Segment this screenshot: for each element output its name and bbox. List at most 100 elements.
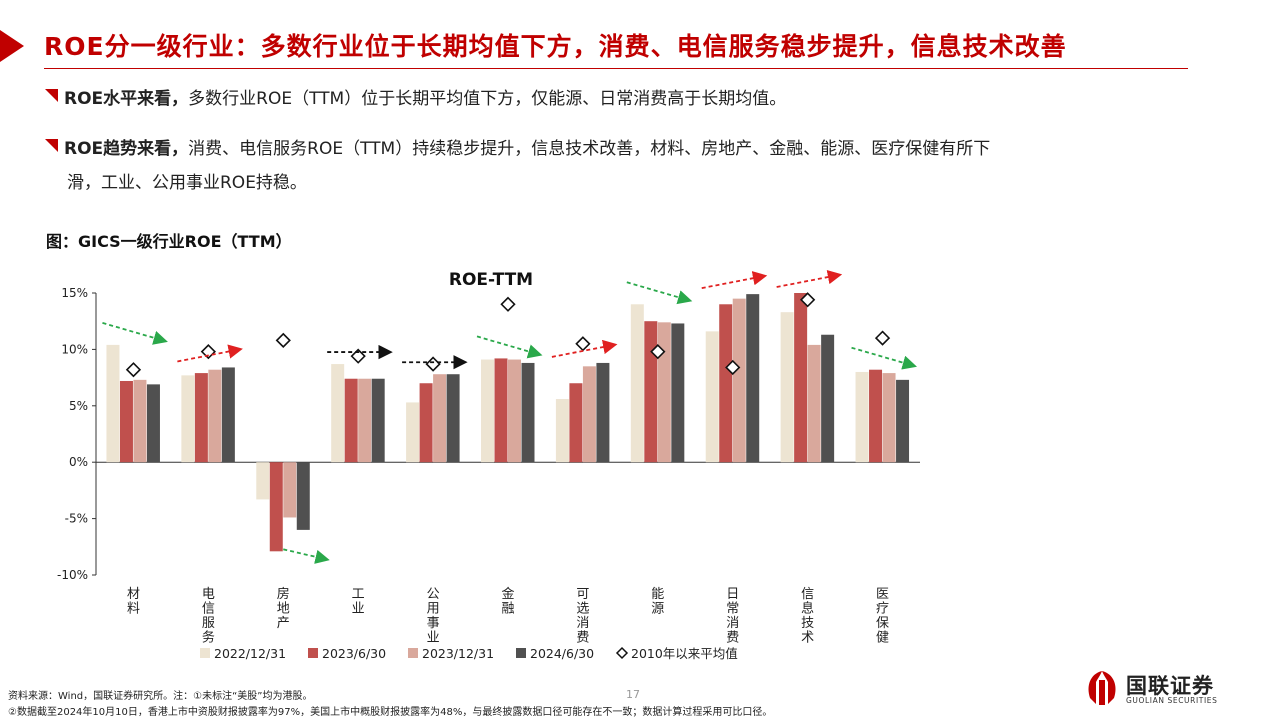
bullet-text: 多数行业ROE（TTM）位于长期平均值下方，仅能源、日常消费高于长期均值。 [188, 89, 787, 109]
x-tick-label: 事 [427, 616, 440, 631]
x-tick-label: 保 [876, 616, 889, 631]
x-tick-label: 信 [202, 602, 215, 617]
x-tick-label: 选 [576, 602, 589, 617]
avg-marker [725, 359, 741, 376]
bar-2022/12/31 [855, 371, 869, 463]
bar-2023/12/31 [882, 373, 896, 463]
bar-2023/12/31 [433, 374, 447, 463]
legend-label: 2023/6/30 [322, 646, 386, 661]
bar-2023/12/31 [283, 462, 297, 518]
title-marker [0, 30, 24, 62]
trend-arrow-up [776, 269, 843, 288]
bar-2022/12/31 [106, 344, 120, 463]
x-tick-label: 技 [801, 616, 814, 631]
avg-marker [425, 356, 441, 372]
bar-2022/12/31 [555, 399, 569, 463]
chart-title: ROE-TTM [449, 270, 533, 290]
trend-arrow-down [102, 322, 168, 345]
x-tick-label: 可 [576, 587, 589, 602]
bar-2024/6/30 [671, 323, 685, 463]
x-tick-label: 地 [277, 602, 290, 617]
bar-2023/6/30 [119, 380, 133, 463]
bar-2023/12/31 [133, 379, 147, 463]
bar-2023/6/30 [644, 321, 658, 463]
avg-marker [874, 330, 891, 346]
title-divider [44, 68, 1188, 69]
bar-2022/12/31 [481, 359, 494, 463]
bullet-marker [45, 89, 58, 102]
bar-2023/6/30 [719, 304, 733, 463]
bullet-marker [45, 139, 58, 152]
trend-arrow-down [851, 346, 918, 370]
bar-2024/6/30 [221, 367, 235, 463]
page-title: ROE分一级行业：多数行业位于长期均值下方，消费、电信服务稳步提升，信息技术改善 [44, 32, 1067, 61]
x-tick-label: 业 [352, 602, 365, 617]
bar-2023/6/30 [419, 383, 433, 463]
x-tick-label: 料 [127, 602, 140, 617]
bar-2023/6/30 [269, 462, 283, 552]
y-tick-label: 5% [69, 399, 88, 413]
bar-2023/6/30 [569, 383, 583, 463]
bar-2023/12/31 [358, 378, 372, 463]
legend-label: 2024/6/30 [530, 646, 594, 661]
x-tick-label: 务 [202, 630, 215, 646]
avg-marker [800, 292, 816, 308]
logo-english-name: GUOLIAN SECURITIES [1126, 696, 1218, 705]
x-tick-label: 日 [726, 587, 739, 602]
bar-2023/12/31 [732, 298, 746, 463]
bar-2023/6/30 [794, 293, 808, 463]
trend-arrow-down [283, 548, 330, 564]
y-tick-label: 15% [61, 286, 88, 300]
bar-2022/12/31 [406, 402, 420, 463]
trend-arrow-up [701, 271, 768, 290]
legend-label: 2010年以来平均值 [631, 646, 738, 661]
x-tick-label: 疗 [876, 602, 889, 617]
bar-2022/12/31 [705, 331, 719, 463]
avg-marker [500, 296, 516, 312]
y-tick-label: 10% [61, 342, 88, 356]
avg-marker [200, 344, 216, 360]
x-tick-label: 服 [202, 616, 215, 631]
logo-name: 国联证券 [1126, 674, 1214, 698]
y-tick-label: -10% [57, 568, 88, 582]
bar-2023/6/30 [494, 358, 508, 463]
bar-2024/6/30 [596, 362, 610, 463]
x-tick-label: 息 [801, 601, 814, 617]
footnote-source: 资料来源：Wind，国联证券研究所。注：①未标注“美股”均为港股。 [8, 691, 313, 702]
x-tick-label: 用 [427, 602, 440, 617]
x-tick-label: 融 [501, 602, 514, 617]
bar-2024/6/30 [896, 379, 910, 463]
bar-2024/6/30 [296, 462, 310, 530]
bar-2024/6/30 [146, 384, 160, 463]
avg-marker [575, 336, 591, 352]
avg-marker [650, 344, 666, 360]
x-tick-label: 业 [427, 631, 440, 646]
x-tick-label: 公 [427, 587, 440, 602]
x-tick-label: 费 [576, 631, 589, 646]
legend-swatch-2023/6/30 [308, 648, 318, 658]
bullet-text: 消费、电信服务ROE（TTM）持续稳步提升，信息技术改善，材料、房地产、金融、能… [188, 139, 991, 159]
x-tick-label: 术 [801, 631, 814, 646]
bullet-heading: ROE趋势来看， [64, 139, 189, 159]
company-logo: 国联证券 GUOLIAN SECURITIES [1082, 668, 1242, 708]
x-tick-label: 消 [576, 616, 589, 631]
bar-2024/6/30 [521, 362, 535, 463]
trend-arrow-up [177, 344, 243, 363]
bar-2023/12/31 [208, 369, 222, 463]
legend-swatch-2024/6/30 [516, 648, 526, 658]
x-tick-label: 常 [726, 602, 739, 617]
legend-swatch-2022/12/31 [200, 648, 210, 658]
trend-arrow-up [551, 339, 618, 358]
bar-2023/6/30 [194, 373, 208, 463]
bar-2023/12/31 [807, 344, 821, 463]
avg-marker [275, 332, 291, 349]
page-number: 17 [626, 688, 640, 701]
avg-marker [350, 348, 366, 364]
logo-emblem-icon [1088, 671, 1116, 705]
x-tick-label: 源 [651, 602, 664, 617]
bar-2024/6/30 [746, 294, 760, 463]
legend-label: 2022/12/31 [214, 646, 286, 661]
avg-marker [125, 362, 142, 378]
figure-caption: 图：GICS一级行业ROE（TTM） [46, 232, 292, 251]
